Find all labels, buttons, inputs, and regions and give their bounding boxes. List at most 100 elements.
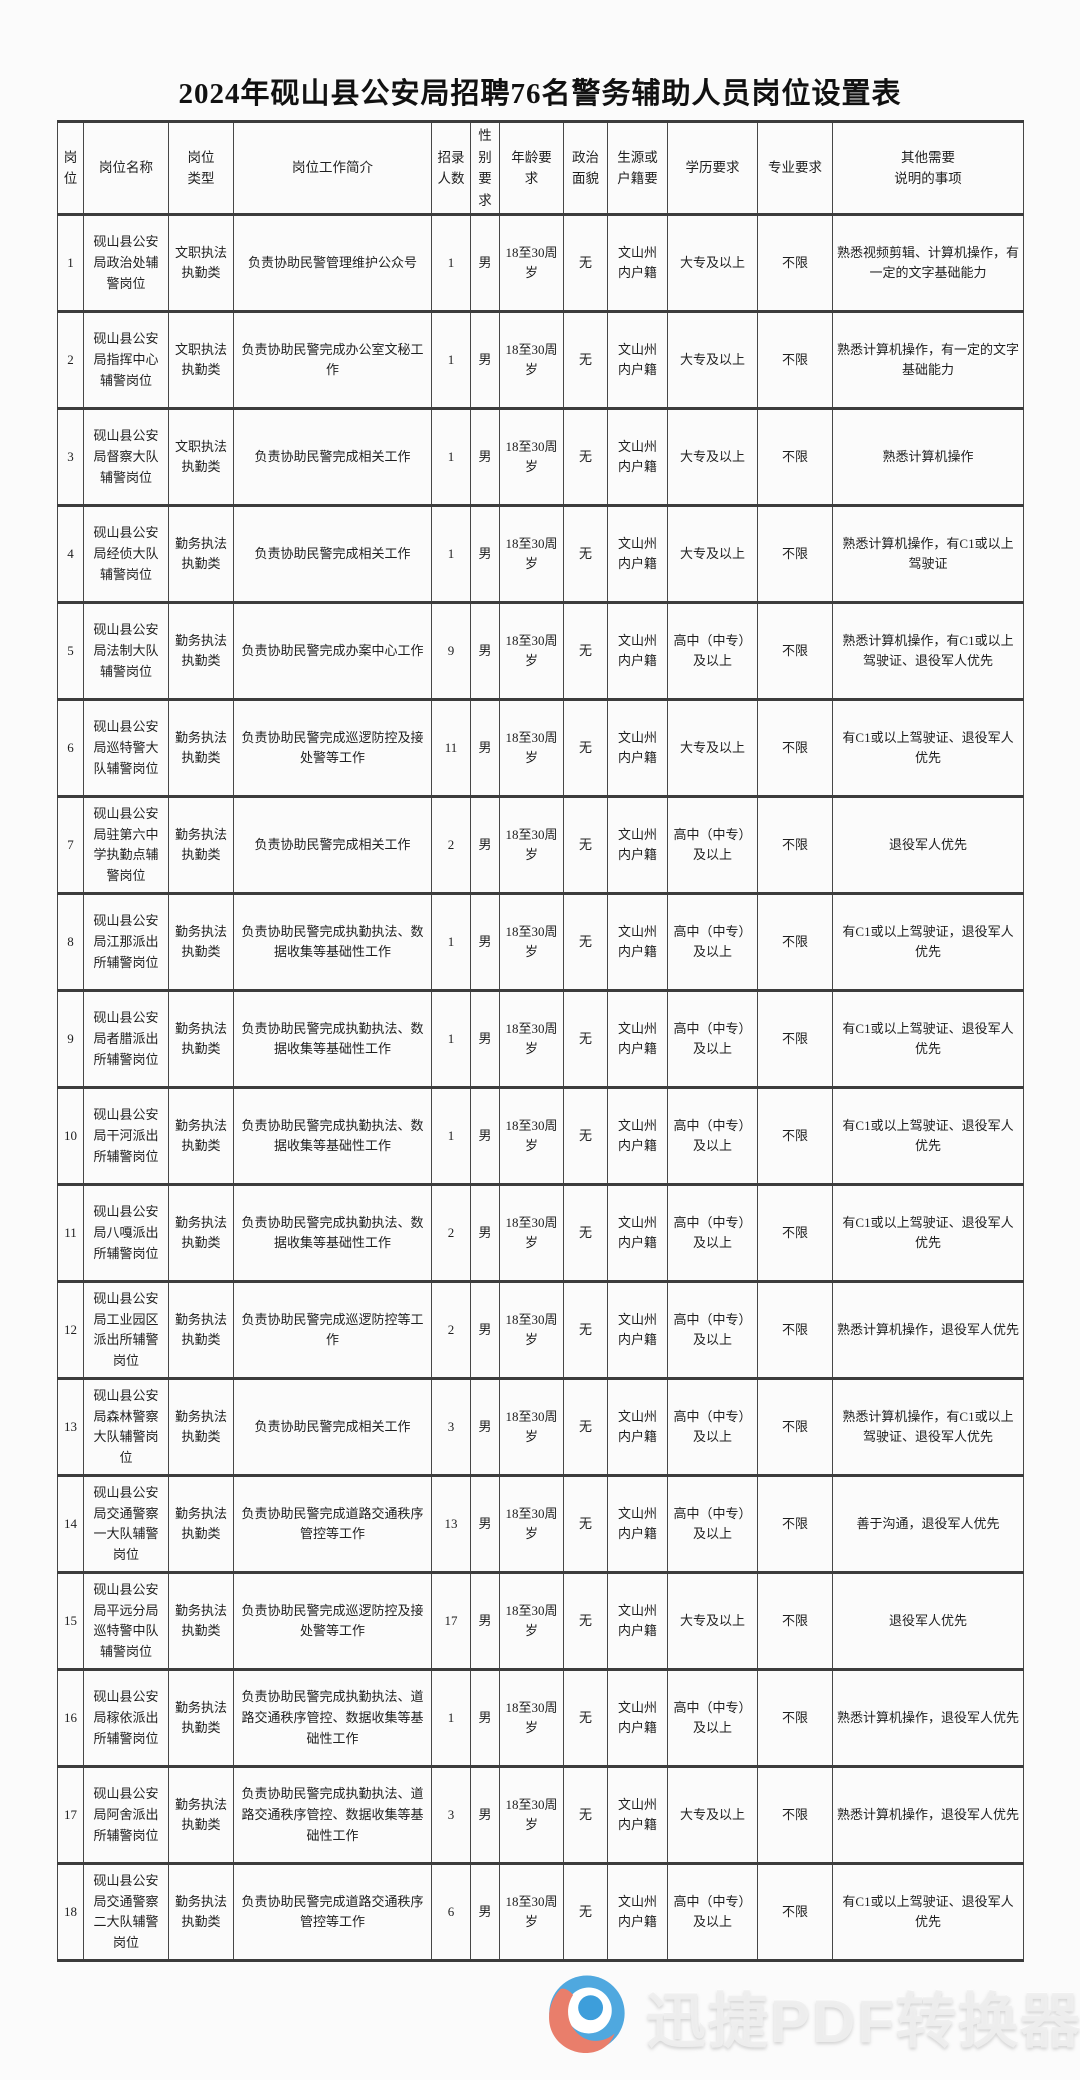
cell-post-name: 砚山县公安局指挥中心辅警岗位 xyxy=(83,310,169,411)
cell-age: 18至30周岁 xyxy=(499,1183,564,1284)
cell-major: 不限 xyxy=(757,407,833,508)
cell-job-desc: 负责协助民警完成巡逻防控及接处警等工作 xyxy=(233,1571,432,1672)
cell-post-name: 砚山县公安局工业园区派出所辅警岗位 xyxy=(83,1280,169,1381)
cell-job-desc: 负责协助民警完成相关工作 xyxy=(233,504,432,605)
cell-household: 文山州内户籍 xyxy=(607,1668,668,1769)
cell-education: 大专及以上 xyxy=(667,1765,758,1866)
table-row: 13 砚山县公安局森林警察大队辅警岗位 勤务执法执勤类 负责协助民警完成相关工作… xyxy=(57,1377,1024,1478)
cell-household: 文山州内户籍 xyxy=(607,1474,668,1575)
table-row: 7 砚山县公安局驻第六中学执勤点辅警岗位 勤务执法执勤类 负责协助民警完成相关工… xyxy=(57,795,1024,896)
cell-major: 不限 xyxy=(757,213,833,314)
cell-other-notes: 熟悉计算机操作，退役军人优先 xyxy=(832,1765,1024,1866)
cell-post-type: 勤务执法执勤类 xyxy=(168,1765,234,1866)
cell-other-notes: 有C1或以上驾驶证、退役军人优先 xyxy=(832,1183,1024,1284)
cell-post-type: 勤务执法执勤类 xyxy=(168,601,234,702)
cell-post-name: 砚山县公安局经侦大队辅警岗位 xyxy=(83,504,169,605)
cell-gender: 男 xyxy=(470,1183,500,1284)
cell-post-name: 砚山县公安局稼依派出所辅警岗位 xyxy=(83,1668,169,1769)
cell-recruit-count: 11 xyxy=(431,698,471,799)
header-political: 政治 面貌 xyxy=(563,119,608,217)
cell-recruit-count: 1 xyxy=(431,310,471,411)
cell-household: 文山州内户籍 xyxy=(607,795,668,896)
header-post-type: 岗位 类型 xyxy=(168,119,234,217)
cell-other-notes: 有C1或以上驾驶证、退役军人优先 xyxy=(832,1086,1024,1187)
cell-post-no: 16 xyxy=(57,1668,84,1769)
cell-age: 18至30周岁 xyxy=(499,1765,564,1866)
cell-recruit-count: 17 xyxy=(431,1571,471,1672)
cell-other-notes: 熟悉计算机操作，退役军人优先 xyxy=(832,1668,1024,1769)
cell-major: 不限 xyxy=(757,795,833,896)
cell-gender: 男 xyxy=(470,601,500,702)
cell-political: 无 xyxy=(563,1765,608,1866)
table-row: 1 砚山县公安局政治处辅警岗位 文职执法执勤类 负责协助民警管理维护公众号 1 … xyxy=(57,213,1024,314)
cell-post-name: 砚山县公安局者腊派出所辅警岗位 xyxy=(83,989,169,1090)
cell-post-type: 文职执法执勤类 xyxy=(168,407,234,508)
cell-political: 无 xyxy=(563,1183,608,1284)
cell-post-name: 砚山县公安局交通警察二大队辅警岗位 xyxy=(83,1862,169,1963)
header-recruit-count: 招录 人数 xyxy=(431,119,471,217)
cell-age: 18至30周岁 xyxy=(499,698,564,799)
cell-post-no: 8 xyxy=(57,892,84,993)
table-row: 16 砚山县公安局稼依派出所辅警岗位 勤务执法执勤类 负责协助民警完成执勤执法、… xyxy=(57,1668,1024,1769)
cell-recruit-count: 2 xyxy=(431,1183,471,1284)
cell-job-desc: 负责协助民警完成执勤执法、道路交通秩序管控、数据收集等基础性工作 xyxy=(233,1765,432,1866)
cell-job-desc: 负责协助民警完成相关工作 xyxy=(233,407,432,508)
cell-household: 文山州内户籍 xyxy=(607,1183,668,1284)
cell-political: 无 xyxy=(563,1280,608,1381)
cell-education: 大专及以上 xyxy=(667,310,758,411)
table-row: 3 砚山县公安局督察大队辅警岗位 文职执法执勤类 负责协助民警完成相关工作 1 … xyxy=(57,407,1024,508)
cell-post-type: 勤务执法执勤类 xyxy=(168,1862,234,1963)
table-row: 4 砚山县公安局经侦大队辅警岗位 勤务执法执勤类 负责协助民警完成相关工作 1 … xyxy=(57,504,1024,605)
cell-post-name: 砚山县公安局督察大队辅警岗位 xyxy=(83,407,169,508)
cell-major: 不限 xyxy=(757,1765,833,1866)
cell-education: 高中（中专）及以上 xyxy=(667,1280,758,1381)
header-education: 学历要求 xyxy=(667,119,758,217)
cell-job-desc: 负责协助民警完成执勤执法、数据收集等基础性工作 xyxy=(233,989,432,1090)
cell-major: 不限 xyxy=(757,1280,833,1381)
table-row: 6 砚山县公安局巡特警大队辅警岗位 勤务执法执勤类 负责协助民警完成巡逻防控及接… xyxy=(57,698,1024,799)
cell-job-desc: 负责协助民警完成办公室文秘工作 xyxy=(233,310,432,411)
cell-post-no: 10 xyxy=(57,1086,84,1187)
table-row: 8 砚山县公安局江那派出所辅警岗位 勤务执法执勤类 负责协助民警完成执勤执法、数… xyxy=(57,892,1024,993)
table-body: 1 砚山县公安局政治处辅警岗位 文职执法执勤类 负责协助民警管理维护公众号 1 … xyxy=(57,213,1024,1963)
cell-gender: 男 xyxy=(470,698,500,799)
cell-recruit-count: 3 xyxy=(431,1377,471,1478)
cell-post-no: 1 xyxy=(57,213,84,314)
cell-recruit-count: 2 xyxy=(431,795,471,896)
cell-political: 无 xyxy=(563,989,608,1090)
cell-post-no: 18 xyxy=(57,1862,84,1963)
cell-post-no: 14 xyxy=(57,1474,84,1575)
cell-post-no: 3 xyxy=(57,407,84,508)
cell-political: 无 xyxy=(563,1862,608,1963)
cell-major: 不限 xyxy=(757,1183,833,1284)
cell-age: 18至30周岁 xyxy=(499,1377,564,1478)
xunjie-pdf-logo-icon xyxy=(549,1975,625,2054)
table-row: 2 砚山县公安局指挥中心辅警岗位 文职执法执勤类 负责协助民警完成办公室文秘工作… xyxy=(57,310,1024,411)
pdf-converter-watermark: 迅捷PDF转换器 xyxy=(540,1970,1080,2062)
cell-major: 不限 xyxy=(757,1668,833,1769)
cell-other-notes: 熟悉计算机操作，有一定的文字基础能力 xyxy=(832,310,1024,411)
cell-recruit-count: 1 xyxy=(431,989,471,1090)
cell-household: 文山州内户籍 xyxy=(607,1862,668,1963)
cell-other-notes: 熟悉计算机操作 xyxy=(832,407,1024,508)
cell-recruit-count: 1 xyxy=(431,892,471,993)
cell-other-notes: 熟悉视频剪辑、计算机操作，有一定的文字基础能力 xyxy=(832,213,1024,314)
cell-post-type: 勤务执法执勤类 xyxy=(168,504,234,605)
cell-household: 文山州内户籍 xyxy=(607,407,668,508)
cell-job-desc: 负责协助民警完成巡逻防控及接处警等工作 xyxy=(233,698,432,799)
cell-job-desc: 负责协助民警完成办案中心工作 xyxy=(233,601,432,702)
cell-post-type: 文职执法执勤类 xyxy=(168,310,234,411)
cell-post-no: 17 xyxy=(57,1765,84,1866)
cell-post-no: 12 xyxy=(57,1280,84,1381)
cell-post-no: 7 xyxy=(57,795,84,896)
cell-age: 18至30周岁 xyxy=(499,504,564,605)
cell-major: 不限 xyxy=(757,989,833,1090)
cell-post-type: 勤务执法执勤类 xyxy=(168,1183,234,1284)
cell-post-no: 5 xyxy=(57,601,84,702)
cell-job-desc: 负责协助民警完成执勤执法、道路交通秩序管控、数据收集等基础性工作 xyxy=(233,1668,432,1769)
cell-education: 高中（中专）及以上 xyxy=(667,989,758,1090)
cell-age: 18至30周岁 xyxy=(499,1280,564,1381)
cell-gender: 男 xyxy=(470,407,500,508)
cell-household: 文山州内户籍 xyxy=(607,1086,668,1187)
header-major: 专业要求 xyxy=(757,119,833,217)
